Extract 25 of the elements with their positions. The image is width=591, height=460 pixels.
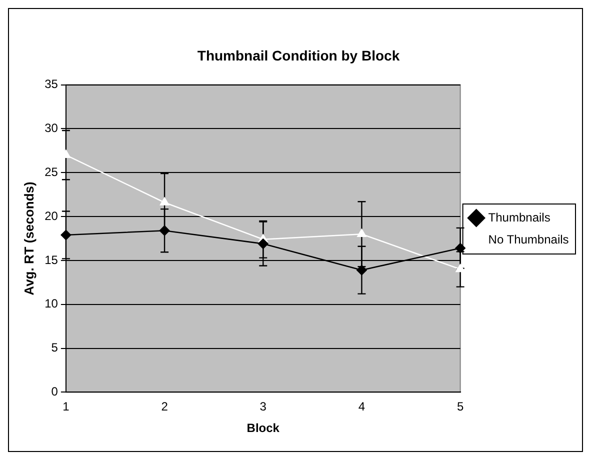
text: No Thumbnails [488, 232, 569, 246]
x-tick-label: 4 [358, 400, 366, 414]
y-tick-label: 35 [44, 77, 58, 92]
x-tick-label: 5 [456, 400, 464, 414]
point [357, 228, 366, 238]
point [258, 238, 268, 249]
x-tick-label: 2 [161, 400, 168, 414]
x-tick-label: 1 [62, 400, 70, 414]
point [455, 243, 466, 254]
y-tick-label: 25 [44, 164, 58, 179]
x-tick-label: 3 [260, 400, 267, 414]
y-tick-label: 10 [44, 296, 58, 311]
legend-label: Thumbnails [488, 210, 550, 224]
y-tick-label: 15 [44, 252, 58, 267]
y-tick-label: 0 [51, 384, 58, 399]
point [159, 225, 170, 236]
point [160, 197, 170, 206]
y-tick-label: 20 [44, 208, 58, 223]
y-tick-label: 30 [44, 121, 58, 136]
y-axis-title: Avg. RT (seconds) [21, 182, 36, 296]
x-axis-title: Block [246, 421, 280, 436]
chart-title: Thumbnail Condition by Block [197, 47, 400, 64]
point [356, 264, 367, 276]
point [60, 230, 72, 240]
y-tick-label: 5 [51, 340, 58, 355]
